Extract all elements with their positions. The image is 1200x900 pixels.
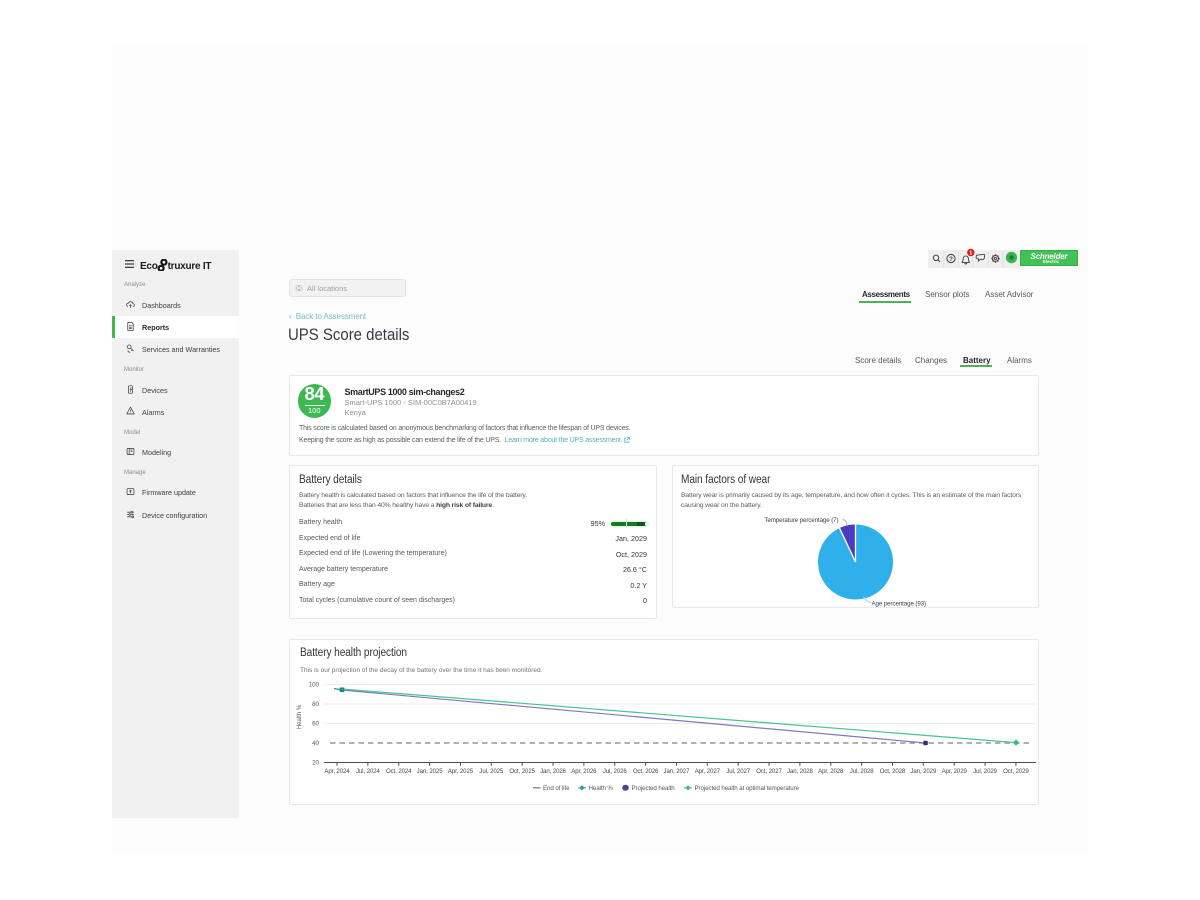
svg-text:Apr, 2024: Apr, 2024 [324, 768, 350, 775]
svg-text:Apr, 2029: Apr, 2029 [942, 768, 968, 775]
svg-text:Jan, 2027: Jan, 2027 [664, 768, 691, 775]
svg-text:Oct, 2027: Oct, 2027 [756, 768, 782, 775]
svg-text:Jan, 2025: Jan, 2025 [417, 768, 444, 775]
svg-text:1: 1 [969, 251, 972, 257]
svg-text:Oct, 2024: Oct, 2024 [386, 768, 412, 775]
svg-text:Apr, 2026: Apr, 2026 [571, 768, 597, 775]
svg-text:Jul, 2029: Jul, 2029 [973, 768, 998, 775]
svg-text:60: 60 [312, 721, 319, 728]
svg-text:Oct, 2025: Oct, 2025 [509, 768, 535, 775]
svg-text:Apr, 2027: Apr, 2027 [695, 768, 721, 775]
svg-text:?: ? [949, 256, 953, 263]
svg-text:Projected health at optimal te: Projected health at optimal temperature [695, 785, 800, 792]
svg-text:Health %: Health % [297, 704, 303, 729]
svg-text:20: 20 [312, 760, 319, 767]
svg-text:Jan, 2028: Jan, 2028 [787, 768, 814, 775]
svg-text:Age percentage (93): Age percentage (93) [872, 601, 927, 608]
svg-text:Jul, 2025: Jul, 2025 [479, 768, 504, 775]
svg-text:Jul, 2027: Jul, 2027 [726, 768, 751, 775]
svg-text:Jul, 2028: Jul, 2028 [850, 768, 875, 775]
svg-text:Health %: Health % [589, 785, 614, 792]
svg-text:Apr, 2028: Apr, 2028 [818, 768, 844, 775]
svg-text:End of life: End of life [543, 785, 570, 792]
svg-text:Jul, 2024: Jul, 2024 [356, 768, 381, 775]
svg-text:40: 40 [312, 740, 319, 747]
svg-text:Jan, 2026: Jan, 2026 [540, 768, 567, 775]
svg-text:Oct, 2029: Oct, 2029 [1003, 768, 1029, 775]
svg-text:Jul, 2026: Jul, 2026 [603, 768, 628, 775]
svg-text:Projected health: Projected health [632, 785, 676, 792]
svg-text:100: 100 [309, 682, 320, 689]
svg-text:Temperature percentage (7): Temperature percentage (7) [764, 517, 838, 524]
svg-text:80: 80 [312, 701, 319, 708]
svg-text:Oct, 2026: Oct, 2026 [633, 768, 659, 775]
svg-text:Apr, 2025: Apr, 2025 [448, 768, 474, 775]
svg-text:Jan, 2029: Jan, 2029 [910, 768, 937, 775]
svg-text:Oct, 2028: Oct, 2028 [880, 768, 906, 775]
